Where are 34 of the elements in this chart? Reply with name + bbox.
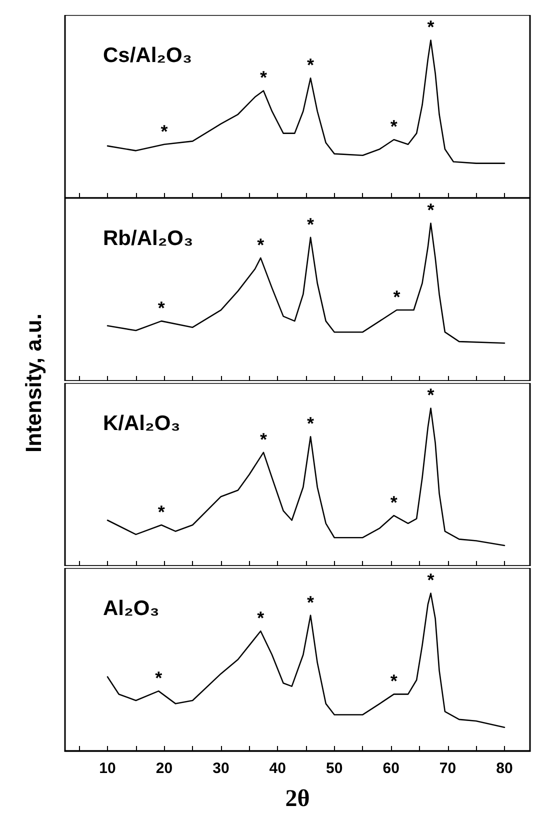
- annotation: *: [260, 429, 267, 450]
- annotation: *: [427, 17, 434, 38]
- x-tick-label: 20: [156, 760, 173, 777]
- annotation: *: [307, 592, 314, 612]
- x-tick-label: 40: [269, 760, 286, 777]
- annotation: *: [390, 671, 398, 692]
- annotation: *: [158, 502, 165, 522]
- annotation: *: [390, 492, 398, 513]
- annotation: *: [260, 68, 267, 88]
- text: Al₂O₃: [103, 597, 160, 620]
- x-axis-title: 2θ: [285, 786, 310, 812]
- text: K/Al₂O₃: [103, 412, 180, 435]
- x-tick-label: 30: [212, 760, 230, 777]
- annotation: *: [158, 298, 165, 318]
- annotation: *: [257, 608, 264, 628]
- annotation: *: [307, 55, 314, 76]
- x-tick-label: 50: [326, 760, 343, 777]
- text: Cs/Al₂O₃: [103, 44, 192, 67]
- y-axis-title: Intensity, a.u.: [21, 314, 47, 452]
- annotation: *: [307, 214, 314, 234]
- annotation: *: [427, 200, 434, 220]
- annotation: *: [427, 570, 434, 590]
- x-tick-label: 60: [382, 760, 400, 777]
- x-tick-label: 70: [439, 760, 456, 777]
- annotation: *: [427, 385, 434, 406]
- x-tick-label: 80: [496, 760, 513, 777]
- annotation: *: [307, 414, 314, 434]
- x-tick-label: 10: [99, 760, 116, 777]
- annotation: *: [390, 116, 398, 137]
- annotation: *: [155, 668, 162, 688]
- annotation: *: [393, 287, 400, 308]
- annotation: *: [257, 234, 264, 255]
- text: Rb/Al₂O₃: [103, 227, 194, 250]
- annotation: *: [160, 121, 168, 142]
